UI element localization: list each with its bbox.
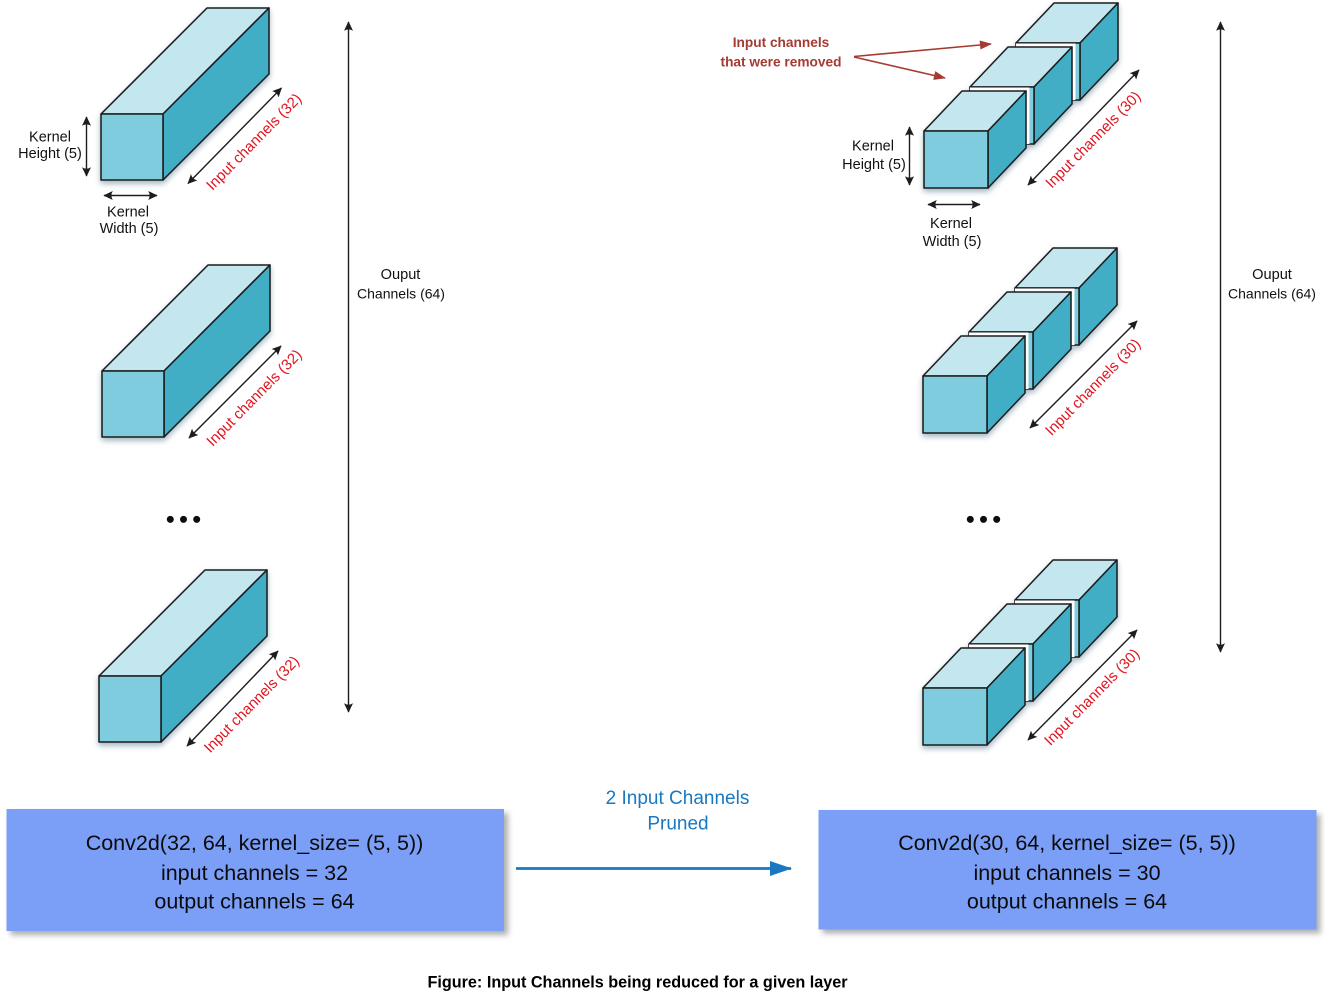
- svg-text:Channels (64): Channels (64): [1228, 286, 1316, 302]
- svg-text:that were removed: that were removed: [721, 55, 842, 70]
- svg-text:output channels = 64: output channels = 64: [154, 890, 354, 914]
- svg-text:Pruned: Pruned: [647, 814, 708, 835]
- svg-text:Height (5): Height (5): [842, 157, 906, 173]
- svg-text:Width (5): Width (5): [100, 221, 159, 237]
- svg-text:Conv2d(32, 64, kernel_size= (5: Conv2d(32, 64, kernel_size= (5, 5)): [86, 831, 424, 855]
- svg-text:Width (5): Width (5): [923, 234, 982, 250]
- svg-text:output channels = 64: output channels = 64: [967, 890, 1167, 914]
- svg-text:Conv2d(30, 64, kernel_size= (5: Conv2d(30, 64, kernel_size= (5, 5)): [898, 831, 1236, 855]
- svg-text:Input channels: Input channels: [733, 35, 830, 50]
- svg-text:input channels = 30: input channels = 30: [973, 861, 1160, 885]
- svg-text:Kernel: Kernel: [107, 205, 149, 221]
- svg-text:Figure: Input Channels being r: Figure: Input Channels being reduced for…: [427, 974, 848, 992]
- svg-text:Kernel: Kernel: [29, 129, 71, 145]
- svg-text:Kernel: Kernel: [930, 216, 972, 232]
- svg-text:2 Input Channels: 2 Input Channels: [606, 788, 750, 809]
- svg-text:Ouput: Ouput: [1252, 267, 1292, 283]
- svg-text:Ouput: Ouput: [381, 267, 421, 283]
- svg-text:Kernel: Kernel: [852, 138, 894, 154]
- svg-text:Channels (64): Channels (64): [357, 286, 445, 302]
- svg-text:input channels = 32: input channels = 32: [161, 861, 348, 885]
- svg-text:Height (5): Height (5): [18, 146, 82, 162]
